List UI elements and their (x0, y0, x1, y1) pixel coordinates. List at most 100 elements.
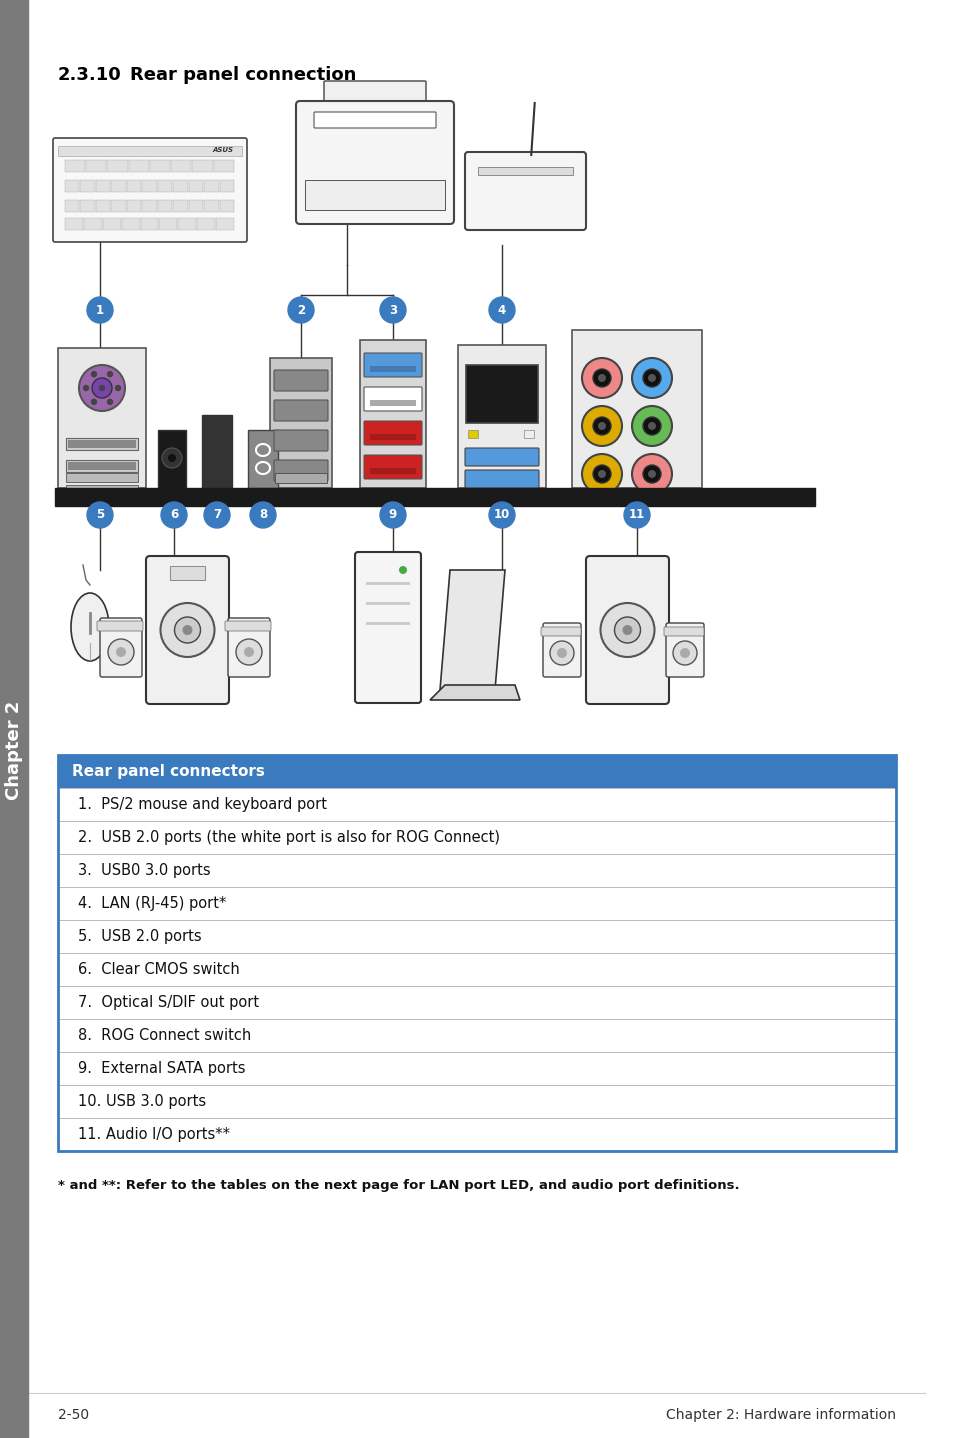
Circle shape (84, 385, 89, 391)
Bar (58, 953, 895, 986)
Polygon shape (430, 684, 519, 700)
Bar (58, 1053, 895, 1086)
Text: 2.3.10: 2.3.10 (58, 66, 122, 83)
FancyBboxPatch shape (364, 421, 421, 444)
Bar (65, 160, 85, 173)
Text: Rear panel connection: Rear panel connection (130, 66, 356, 83)
Circle shape (581, 406, 621, 446)
Bar (58, 986, 895, 1020)
Bar (204, 180, 218, 193)
Circle shape (598, 374, 605, 383)
Bar (86, 160, 107, 173)
Bar (103, 219, 120, 230)
Circle shape (642, 370, 660, 387)
Text: 4.  LAN (RJ-45) port*: 4. LAN (RJ-45) port* (78, 896, 226, 912)
FancyBboxPatch shape (146, 557, 229, 705)
Bar (84, 219, 102, 230)
Bar (158, 430, 186, 487)
Bar (366, 623, 410, 626)
Bar (96, 200, 111, 211)
FancyBboxPatch shape (53, 138, 247, 242)
Circle shape (87, 502, 112, 528)
Circle shape (108, 371, 112, 377)
Bar (80, 180, 94, 193)
Bar (108, 160, 128, 173)
Bar (465, 365, 537, 423)
Circle shape (87, 298, 112, 324)
Text: 2.  USB 2.0 ports (the white port is also for ROG Connect): 2. USB 2.0 ports (the white port is also… (78, 830, 499, 846)
FancyBboxPatch shape (585, 557, 668, 705)
Circle shape (204, 502, 230, 528)
Circle shape (161, 502, 187, 528)
Polygon shape (439, 569, 504, 690)
Text: 3.  USB0 3.0 ports: 3. USB0 3.0 ports (78, 863, 211, 879)
Circle shape (598, 421, 605, 430)
Text: 8: 8 (258, 509, 267, 522)
FancyBboxPatch shape (97, 621, 143, 631)
Circle shape (647, 470, 656, 477)
Bar (66, 473, 138, 482)
Bar (68, 440, 136, 449)
Bar (170, 567, 205, 580)
Circle shape (679, 649, 689, 659)
Circle shape (235, 638, 262, 664)
Circle shape (116, 647, 126, 657)
Bar (65, 219, 83, 230)
Circle shape (593, 370, 610, 387)
Text: 3: 3 (389, 303, 396, 316)
Bar (140, 219, 158, 230)
Bar (193, 160, 213, 173)
Circle shape (108, 400, 112, 404)
Bar (213, 160, 233, 173)
Bar (129, 160, 149, 173)
Circle shape (379, 298, 406, 324)
Bar (80, 200, 94, 211)
Circle shape (182, 626, 193, 636)
Circle shape (115, 385, 120, 391)
Text: 10: 10 (494, 509, 510, 522)
FancyBboxPatch shape (542, 623, 580, 677)
Circle shape (598, 470, 605, 477)
FancyBboxPatch shape (364, 387, 421, 411)
FancyBboxPatch shape (100, 618, 142, 677)
FancyBboxPatch shape (324, 81, 426, 101)
Bar (66, 439, 138, 450)
Bar (112, 200, 126, 211)
Circle shape (614, 617, 639, 643)
Bar (274, 473, 327, 483)
FancyBboxPatch shape (464, 152, 585, 230)
Bar (178, 219, 196, 230)
Bar (58, 854, 895, 887)
Bar (112, 180, 126, 193)
Bar (370, 467, 416, 475)
FancyBboxPatch shape (355, 552, 420, 703)
Bar (66, 460, 138, 472)
Text: Rear panel connectors: Rear panel connectors (71, 764, 265, 779)
Circle shape (99, 385, 105, 391)
Bar (370, 400, 416, 406)
Ellipse shape (71, 592, 109, 661)
Bar (127, 200, 141, 211)
Bar (150, 160, 170, 173)
Circle shape (489, 502, 515, 528)
FancyBboxPatch shape (274, 400, 328, 421)
Circle shape (672, 641, 697, 664)
Bar (477, 167, 573, 175)
FancyBboxPatch shape (464, 470, 538, 487)
Circle shape (623, 502, 649, 528)
FancyBboxPatch shape (314, 112, 436, 128)
Bar (366, 603, 410, 605)
Circle shape (244, 647, 253, 657)
Bar (127, 180, 141, 193)
Bar (58, 920, 895, 953)
FancyBboxPatch shape (228, 618, 270, 677)
Bar (216, 219, 233, 230)
Bar (370, 367, 416, 372)
Circle shape (91, 400, 96, 404)
Text: 2-50: 2-50 (58, 1408, 89, 1422)
Text: Chapter 2: Hardware information: Chapter 2: Hardware information (665, 1408, 895, 1422)
FancyBboxPatch shape (364, 352, 421, 377)
Bar (65, 200, 79, 211)
Bar (173, 180, 188, 193)
Text: 5.  USB 2.0 ports: 5. USB 2.0 ports (78, 929, 201, 943)
